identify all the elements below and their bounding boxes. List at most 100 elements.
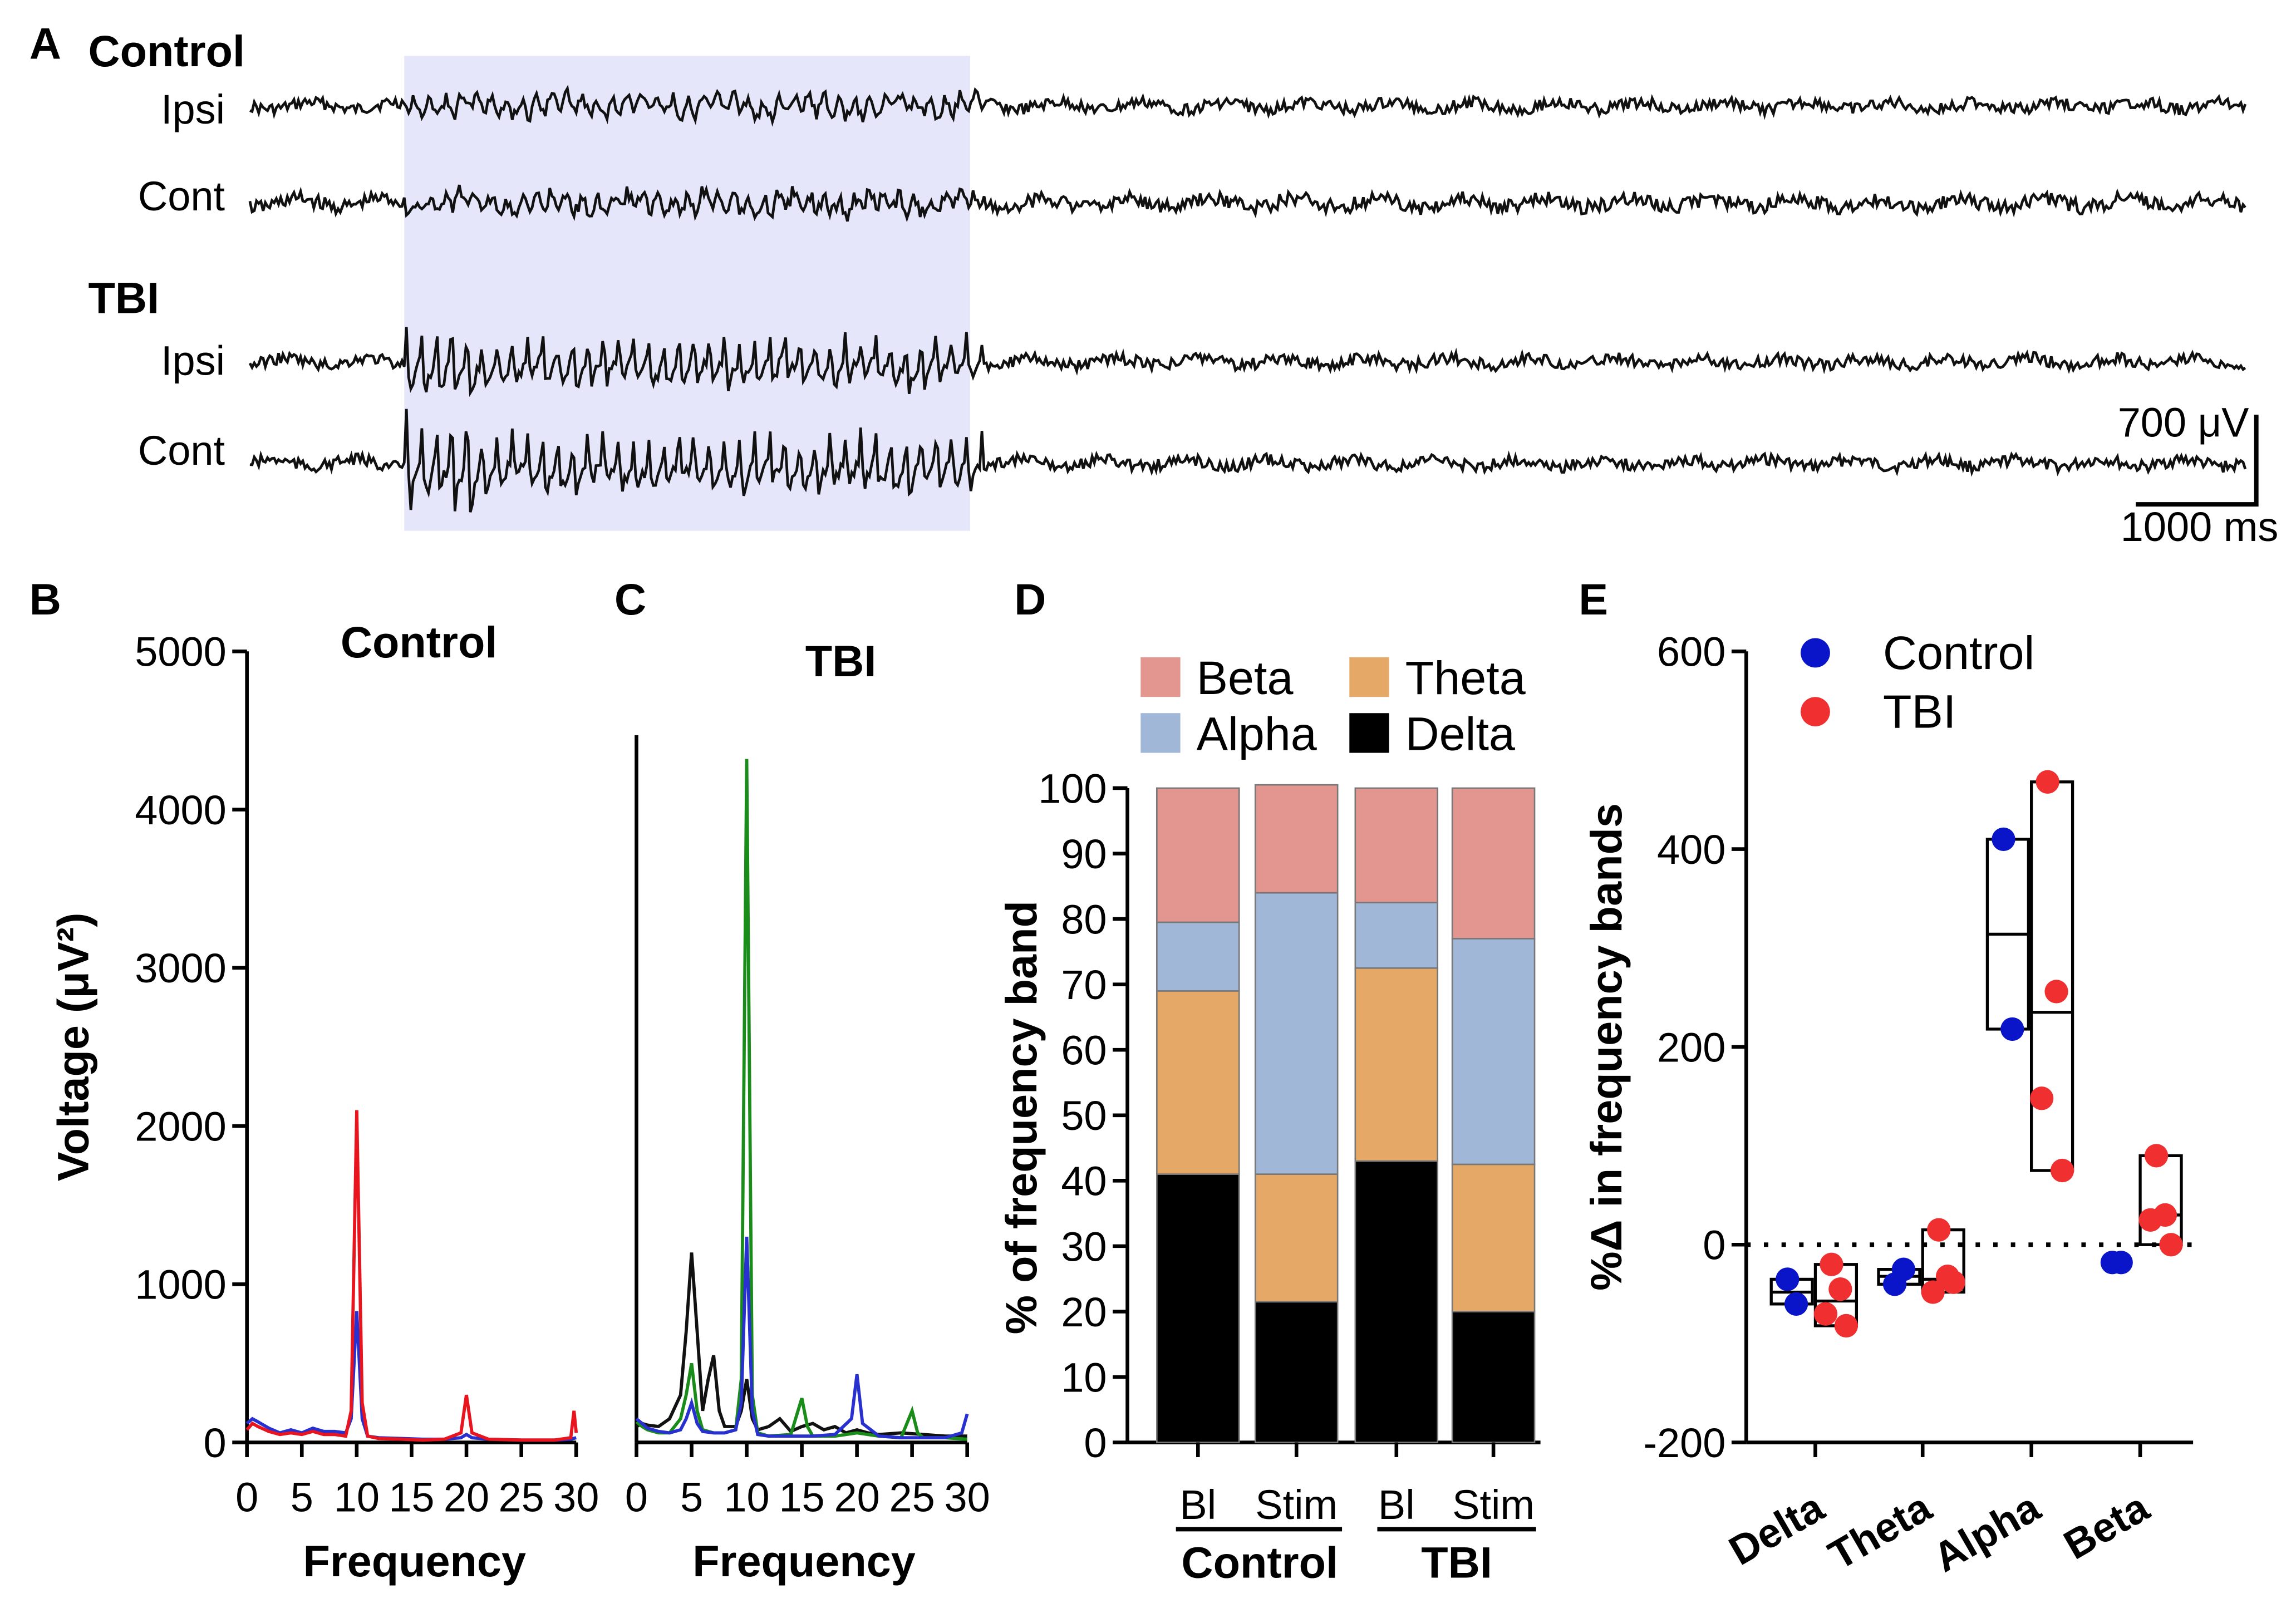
data-point-tbi [1828,1277,1852,1301]
range-box [2030,780,2074,1172]
y-tick-label: 0 [1084,1420,1107,1466]
eeg-traces [248,85,2247,513]
y-tick-label: 80 [1061,896,1107,942]
data-point-tbi [1927,1218,1951,1242]
x-tick-label: 10 [334,1474,380,1521]
scale-bar [2136,414,2259,507]
control-group-label: Control [88,26,245,76]
panel-c: C TBI Frequency 0 5 10 15 20 25 30 [614,574,990,1586]
y-tick-label: 100 [1038,765,1107,812]
panel-d-letter: D [1014,574,1046,624]
x-tick-label: 25 [889,1474,935,1521]
data-point-tbi [2144,1144,2169,1168]
legend-swatch-theta [1349,657,1389,697]
legend-label-control: Control [1883,626,2034,679]
bar-segment-alpha [1156,921,1240,992]
bar-segment-delta [1156,1173,1240,1443]
range-box [2138,1154,2183,1246]
panel-d-chart: 0 10 20 30 40 50 60 70 80 90 100 Bl Stim Bl Stim [1038,765,1541,1528]
bar-segment-alpha [1451,938,1536,1166]
y-tick-label: 90 [1061,831,1107,877]
spectrum-line [245,1110,578,1442]
x-tick-label: 20 [444,1474,489,1521]
eeg-trace [248,184,2246,223]
bar-segment-theta [1156,990,1240,1175]
bar-segment-delta [1451,1311,1536,1443]
bar-segment-alpha [1254,892,1339,1175]
bar-segment-beta [1156,787,1240,923]
panel-b-ylabel: Voltage (μV²) [48,913,97,1182]
y-tick-label: 10 [1061,1354,1107,1400]
data-point-control [2000,1017,2024,1041]
panel-d-legend: Beta Theta Alpha Delta [1140,651,1526,760]
legend-marker-tbi [1801,697,1830,727]
panel-c-title: TBI [805,636,877,686]
y-tick-label: 3000 [135,945,226,991]
x-tick-label: Bl [1378,1482,1415,1528]
stimulation-window [404,56,970,531]
spectrum-line [635,1236,969,1440]
tbi-cont-label: Cont [138,427,225,474]
y-tick-label: 60 [1061,1027,1107,1074]
tbi-group-bracket-label: TBI [1421,1538,1492,1587]
bar-segment-beta [1451,787,1536,940]
x-tick-label: Stim [1452,1482,1535,1528]
y-tick-label: 200 [1657,1024,1725,1070]
data-point-tbi [2030,1086,2054,1110]
x-tick-label: 0 [625,1474,648,1521]
x-tick-label: 15 [779,1474,824,1521]
panel-b-letter: B [30,574,61,624]
x-tick-label: 30 [945,1474,990,1521]
panel-b-xlabel: Frequency [303,1536,526,1586]
legend-label-theta: Theta [1405,651,1526,704]
panel-c-xlabel: Frequency [692,1536,916,1586]
x-tick-label: Theta [1821,1483,1939,1578]
y-tick-label: 0 [1703,1222,1725,1268]
y-tick-label: 40 [1061,1158,1107,1204]
legend-label-tbi: TBI [1883,685,1956,738]
tbi-group-label: TBI [88,273,159,323]
control-cont-label: Cont [138,173,225,219]
panel-e-legend: Control TBI [1801,626,2034,738]
x-tick-label: Bl [1179,1482,1216,1528]
legend-marker-control [1801,638,1830,668]
y-tick-label: -200 [1643,1420,1725,1466]
y-tick-label: 4000 [135,787,226,833]
bar-segment-beta [1354,787,1439,904]
bar-segment-delta [1254,1301,1339,1443]
control-group-bracket-label: Control [1181,1538,1338,1587]
panel-d-ylabel: % of frequency band [996,901,1046,1334]
panel-d: D % of frequency band Beta Theta Alpha Delt… [996,574,1541,1587]
y-tick-label: 70 [1061,962,1107,1008]
legend-label-beta: Beta [1197,651,1294,704]
y-tick-label: 5000 [135,629,226,675]
data-point-tbi [1820,1252,1843,1276]
data-point-tbi [1834,1314,1859,1338]
eeg-trace [249,409,2247,513]
legend-swatch-beta [1140,657,1181,697]
x-tick-label: 5 [291,1474,313,1521]
bar-segment-delta [1354,1160,1439,1443]
data-point-control [1891,1257,1916,1281]
y-tick-label: 0 [204,1420,227,1466]
eeg-trace [248,327,2246,397]
data-point-control [1776,1267,1800,1291]
y-tick-label: 600 [1657,629,1725,675]
data-point-tbi [2138,1208,2162,1232]
control-ipsi-label: Ipsi [161,86,225,132]
bar-segment-beta [1254,784,1339,894]
x-tick-label: 10 [724,1474,769,1521]
data-point-control [2109,1251,2133,1275]
data-point-tbi [2050,1158,2074,1183]
data-point-tbi [2044,980,2068,1004]
bar-segment-theta [1254,1173,1339,1303]
data-point-tbi [1941,1270,1965,1294]
panel-c-letter: C [614,574,646,624]
x-tick-label: 30 [553,1474,599,1521]
eeg-trace [249,85,2247,127]
panel-a: A Control Ipsi Cont TBI Ipsi Cont 700 μV… [30,19,2278,550]
panel-e: E %Δ in frequency bands Control TBI -200 0… [1579,574,2194,1581]
